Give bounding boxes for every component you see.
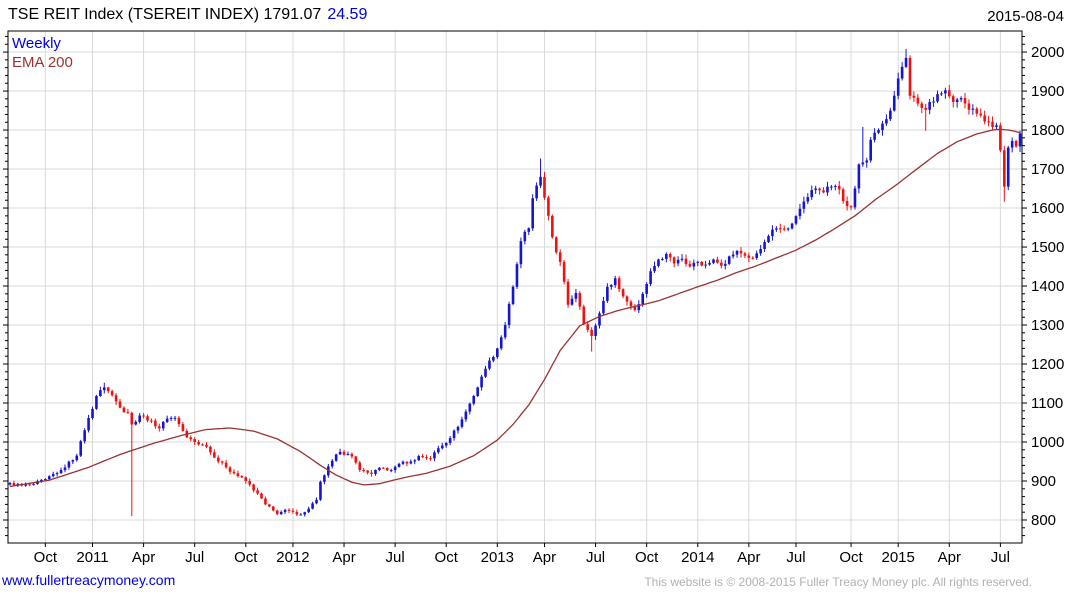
svg-text:Jul: Jul (586, 549, 605, 566)
svg-text:1000: 1000 (1031, 434, 1064, 451)
svg-text:2015: 2015 (882, 549, 915, 566)
svg-text:Jul: Jul (386, 549, 405, 566)
candles-layer (8, 48, 1022, 517)
svg-text:1600: 1600 (1031, 200, 1064, 217)
chart-change-value: 24.59 (327, 6, 368, 23)
legend-ema-label: EMA 200 (12, 54, 73, 71)
svg-text:Apr: Apr (132, 549, 155, 566)
legend-weekly-label: Weekly (12, 35, 61, 52)
svg-text:1100: 1100 (1031, 395, 1063, 412)
svg-text:Apr: Apr (533, 549, 556, 566)
svg-text:1300: 1300 (1031, 317, 1064, 334)
svg-text:1700: 1700 (1031, 161, 1064, 178)
svg-text:2000: 2000 (1031, 44, 1064, 61)
website-link[interactable]: www.fullertreacymoney.com (2, 572, 176, 588)
svg-text:2011: 2011 (76, 549, 108, 566)
svg-text:Oct: Oct (839, 549, 863, 566)
svg-text:2013: 2013 (481, 549, 514, 566)
svg-text:1500: 1500 (1031, 239, 1064, 256)
plot-border (7, 30, 1023, 544)
svg-text:800: 800 (1031, 512, 1056, 529)
legend: Weekly EMA 200 (12, 34, 73, 72)
x-axis: Oct 2011 Apr Jul Oct 2012 Apr Jul Oct 2013 Apr Jul O… (34, 543, 1010, 566)
copyright-text: This website is © 2008-2015 Fuller Treac… (644, 575, 1032, 589)
svg-text:Jul: Jul (991, 549, 1010, 566)
y-axis: 800 900 1000 1100 1200 1300 1400 1500 1600 1700 18… (3, 35, 1064, 537)
svg-text:Oct: Oct (435, 549, 459, 566)
svg-text:900: 900 (1031, 473, 1056, 490)
svg-text:Jul: Jul (786, 549, 805, 566)
svg-text:2014: 2014 (681, 549, 714, 566)
chart-title: TSE REIT Index (TSEREIT INDEX) 1791.07 24… (8, 6, 367, 24)
chart-date: 2015-08-04 (987, 8, 1064, 25)
svg-text:Oct: Oct (635, 549, 659, 566)
svg-text:Apr: Apr (332, 549, 355, 566)
svg-text:1200: 1200 (1031, 356, 1064, 373)
grid-lines (8, 31, 1022, 543)
svg-text:1800: 1800 (1031, 122, 1064, 139)
svg-text:Oct: Oct (34, 549, 58, 566)
svg-text:Apr: Apr (938, 549, 961, 566)
ema-line (9, 128, 1021, 488)
svg-text:Apr: Apr (737, 549, 760, 566)
svg-text:1900: 1900 (1031, 83, 1064, 100)
svg-text:Oct: Oct (234, 549, 258, 566)
svg-text:Jul: Jul (185, 549, 204, 566)
svg-text:1400: 1400 (1031, 278, 1064, 295)
svg-text:2012: 2012 (276, 549, 309, 566)
chart-title-text: TSE REIT Index (TSEREIT INDEX) 1791.07 (8, 6, 322, 23)
